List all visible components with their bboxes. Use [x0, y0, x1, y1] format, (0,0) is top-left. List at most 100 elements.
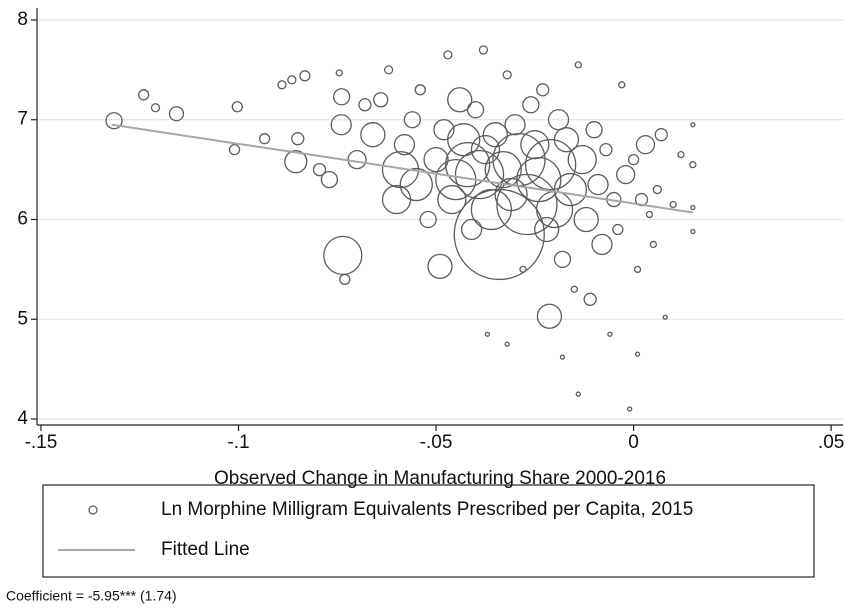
- point: [669, 200, 677, 209]
- point: [138, 89, 150, 101]
- point: [575, 391, 581, 397]
- point: [287, 75, 297, 85]
- point: [607, 331, 613, 337]
- point: [504, 114, 526, 136]
- point: [496, 173, 558, 236]
- point: [652, 184, 662, 195]
- point: [332, 88, 351, 106]
- point: [534, 216, 560, 243]
- point: [284, 149, 308, 174]
- point: [323, 235, 363, 276]
- x-tick-label: 0: [628, 432, 639, 453]
- y-tick-label: 6: [17, 209, 28, 230]
- point: [482, 122, 508, 148]
- point: [536, 303, 563, 329]
- point: [399, 167, 433, 202]
- point: [634, 351, 641, 357]
- legend-label: Ln Morphine Milligram Equivalents Prescr…: [161, 499, 693, 520]
- point: [373, 92, 389, 108]
- point: [553, 127, 580, 153]
- point: [583, 292, 597, 306]
- x-tick-label: -.1: [227, 432, 249, 453]
- point: [360, 122, 386, 148]
- point: [484, 150, 522, 189]
- y-tick-label: 8: [17, 9, 28, 30]
- point: [358, 98, 372, 112]
- point: [535, 190, 574, 229]
- point: [599, 143, 613, 157]
- point: [649, 240, 658, 249]
- point: [228, 144, 241, 156]
- point: [645, 210, 654, 219]
- point: [299, 70, 311, 82]
- point: [522, 96, 540, 114]
- point: [335, 69, 343, 77]
- point: [381, 184, 412, 215]
- point: [403, 111, 421, 129]
- x-tick-label: -.15: [25, 432, 58, 453]
- point: [453, 188, 545, 281]
- point: [258, 133, 271, 145]
- point: [277, 80, 287, 90]
- point: [618, 81, 626, 89]
- point: [536, 83, 550, 97]
- point: [383, 65, 394, 75]
- point: [150, 103, 161, 113]
- plot-area: 4 5 6 7 8 -.15 -.1 -.05 0 .05: [17, 8, 844, 453]
- point: [570, 285, 578, 293]
- point: [443, 50, 453, 60]
- point: [414, 84, 426, 96]
- point: [677, 150, 685, 159]
- point: [591, 233, 613, 256]
- y-tick-label: 7: [17, 109, 28, 130]
- point: [520, 130, 550, 160]
- point: [419, 210, 437, 229]
- point: [654, 128, 668, 142]
- x-tick-label: -.05: [420, 432, 453, 453]
- y-tick-label: 5: [17, 308, 28, 329]
- point: [470, 135, 501, 165]
- point: [573, 206, 599, 233]
- point: [559, 354, 566, 360]
- x-tick-label: .05: [818, 432, 844, 453]
- point: [105, 112, 123, 130]
- point: [478, 45, 489, 55]
- point: [339, 273, 351, 285]
- point: [504, 341, 510, 347]
- point: [454, 149, 505, 200]
- point: [320, 170, 339, 189]
- point: [612, 223, 624, 236]
- point: [447, 87, 473, 113]
- point: [547, 109, 570, 131]
- point: [168, 106, 185, 122]
- point: [524, 138, 577, 191]
- point: [519, 265, 527, 274]
- y-tick-label: 4: [17, 408, 28, 429]
- legend-marker: [88, 505, 98, 515]
- point: [330, 114, 352, 136]
- point: [567, 144, 597, 175]
- point: [553, 172, 588, 207]
- point: [585, 121, 603, 139]
- point: [433, 119, 455, 141]
- point: [231, 101, 243, 113]
- legend-box: [42, 484, 815, 578]
- point: [437, 184, 467, 215]
- point: [347, 149, 367, 170]
- point: [502, 70, 512, 80]
- point: [312, 162, 327, 177]
- point: [635, 135, 656, 155]
- point: [291, 132, 305, 146]
- point: [690, 204, 696, 211]
- point: [633, 265, 642, 274]
- point: [516, 156, 562, 203]
- point: [690, 122, 696, 128]
- point: [587, 173, 609, 196]
- point: [690, 228, 696, 235]
- x-axis-title: Observed Change in Manufacturing Share 2…: [214, 468, 666, 489]
- point: [616, 164, 636, 185]
- point: [427, 253, 453, 280]
- point: [626, 406, 633, 412]
- point: [574, 61, 582, 69]
